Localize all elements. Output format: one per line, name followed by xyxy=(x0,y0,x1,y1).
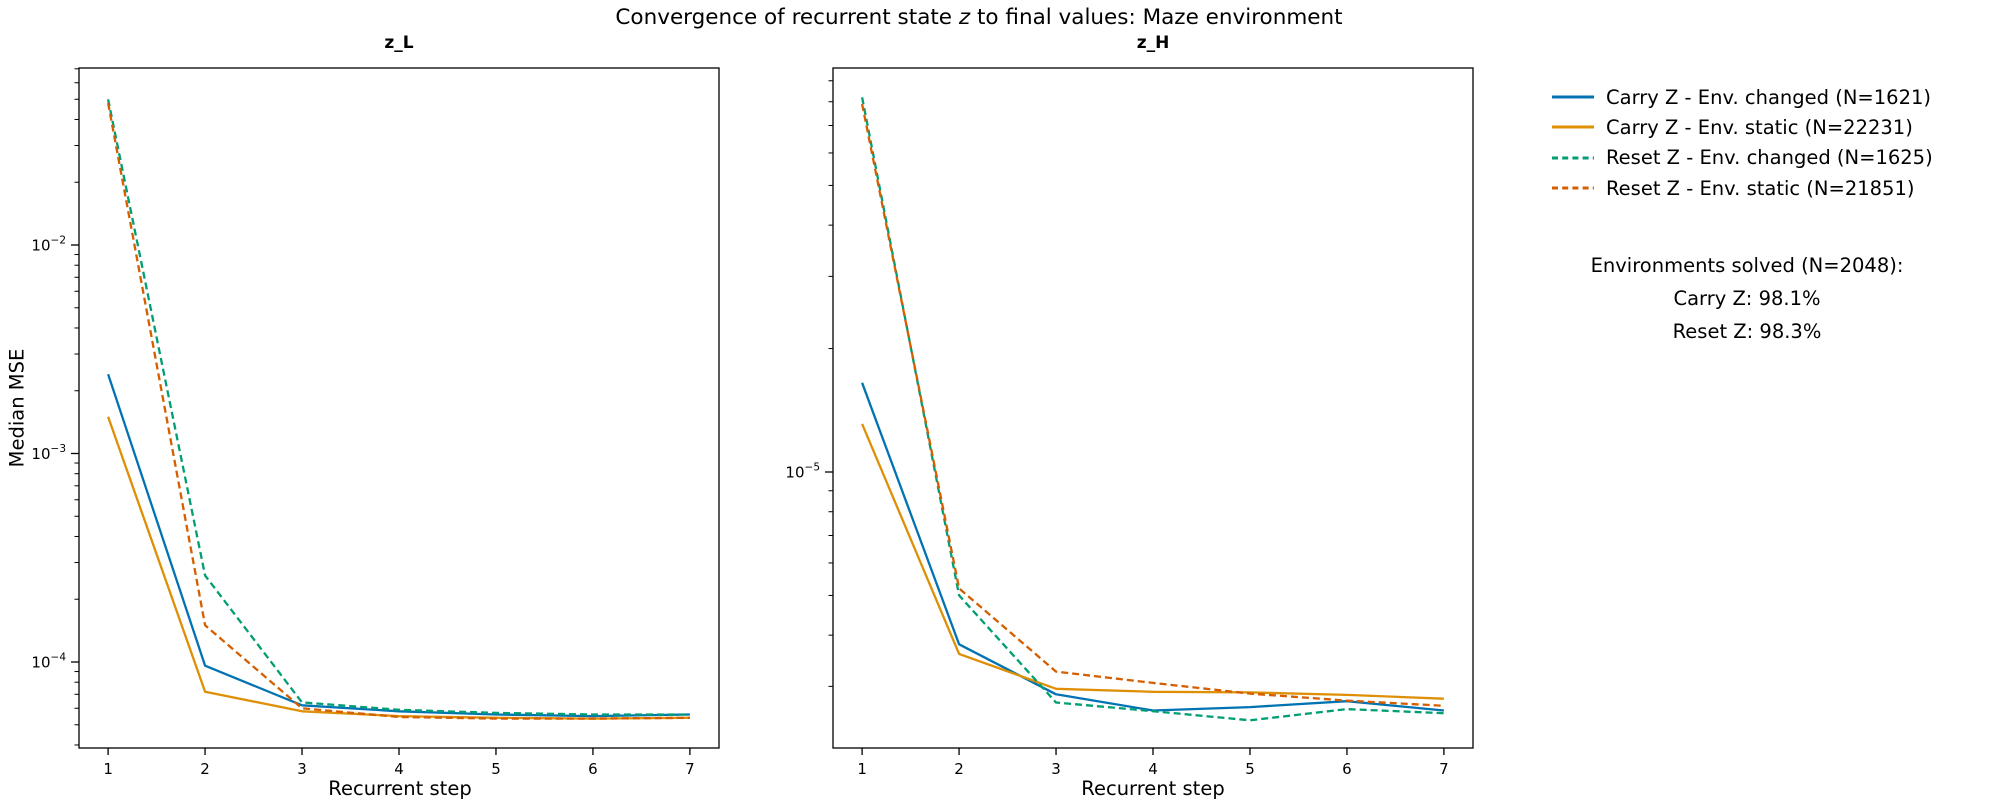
environments-solved-annotation: Environments solved (N=2048): Carry Z: 9… xyxy=(1556,249,1938,348)
axes-spines xyxy=(832,67,1474,749)
subplot-z-l: 1 2 3 4 5 6 7 10−2 10−3 10−4 xyxy=(31,67,720,778)
figure-title-pre: Convergence of recurrent state xyxy=(615,5,959,30)
x-tick-label: 6 xyxy=(588,760,598,778)
legend-swatch-carry-changed xyxy=(1552,95,1594,99)
x-tick-label: 7 xyxy=(1439,760,1449,778)
axis-ticks xyxy=(825,80,1445,755)
series-line-carry-z-env-static-n-22231 xyxy=(107,416,690,720)
series-line-reset-z-env-changed-n-1625 xyxy=(106,99,690,716)
x-tick-label: 2 xyxy=(200,760,210,778)
legend-item: Carry Z - Env. static (N=22231) xyxy=(1552,112,1933,142)
legend-label: Carry Z - Env. changed (N=1621) xyxy=(1606,85,1931,109)
x-tick-label: 7 xyxy=(685,760,695,778)
x-tick-label: 2 xyxy=(954,760,964,778)
annotation-line-header: Environments solved (N=2048): xyxy=(1590,254,1904,277)
x-tick-label: 1 xyxy=(103,760,113,778)
subplot-z-h: 1 2 3 4 5 6 7 10−5 xyxy=(785,67,1474,778)
figure-title: Convergence of recurrent state z to fina… xyxy=(615,5,1342,30)
subplot-title-z-l: z_L xyxy=(384,33,414,53)
y-axis-label: Median MSE xyxy=(5,348,29,468)
figure-title-z: z xyxy=(958,5,971,30)
series-line-reset-z-env-static-n-21851 xyxy=(106,102,690,720)
x-tick-label: 5 xyxy=(1245,760,1255,778)
subplot-title-z-h: z_H xyxy=(1136,33,1170,53)
x-axis-label-right: Recurrent step xyxy=(1081,777,1225,800)
x-tick-label: 4 xyxy=(394,760,404,778)
axes-spines xyxy=(78,67,720,749)
annotation-line-carry: Carry Z: 98.1% xyxy=(1673,287,1821,310)
series-line-reset-z-env-changed-n-1625 xyxy=(860,97,1444,722)
y-tick-label: 10−3 xyxy=(31,443,66,463)
x-axis-label-left: Recurrent step xyxy=(328,777,472,800)
legend-label: Carry Z - Env. static (N=22231) xyxy=(1606,115,1913,139)
legend-label: Reset Z - Env. static (N=21851) xyxy=(1606,176,1915,200)
axis-ticks xyxy=(71,68,691,755)
legend: Carry Z - Env. changed (N=1621) Carry Z … xyxy=(1552,82,1933,203)
x-tick-label: 5 xyxy=(491,760,501,778)
legend-swatch-carry-static xyxy=(1552,125,1594,129)
y-tick-label: 10−2 xyxy=(31,235,66,255)
legend-item: Reset Z - Env. static (N=21851) xyxy=(1552,173,1933,203)
legend-item: Carry Z - Env. changed (N=1621) xyxy=(1552,82,1933,112)
figure-title-post: to final values: Maze environment xyxy=(970,5,1343,30)
series-line-carry-z-env-changed-n-1621 xyxy=(107,373,690,718)
x-tick-label: 1 xyxy=(857,760,867,778)
x-tick-label: 6 xyxy=(1342,760,1352,778)
annotation-line-reset: Reset Z: 98.3% xyxy=(1672,320,1822,343)
x-tick-label: 3 xyxy=(1051,760,1061,778)
series-line-carry-z-env-static-n-22231 xyxy=(861,423,1444,700)
legend-swatch-reset-changed xyxy=(1552,156,1594,160)
x-tick-label: 3 xyxy=(297,760,307,778)
legend-label: Reset Z - Env. changed (N=1625) xyxy=(1606,146,1933,170)
series-line-reset-z-env-static-n-21851 xyxy=(860,103,1444,707)
legend-swatch-reset-static xyxy=(1552,186,1594,190)
y-tick-label: 10−5 xyxy=(785,462,820,482)
x-tick-label: 4 xyxy=(1148,760,1158,778)
y-tick-label: 10−4 xyxy=(31,652,66,672)
legend-item: Reset Z - Env. changed (N=1625) xyxy=(1552,143,1933,173)
